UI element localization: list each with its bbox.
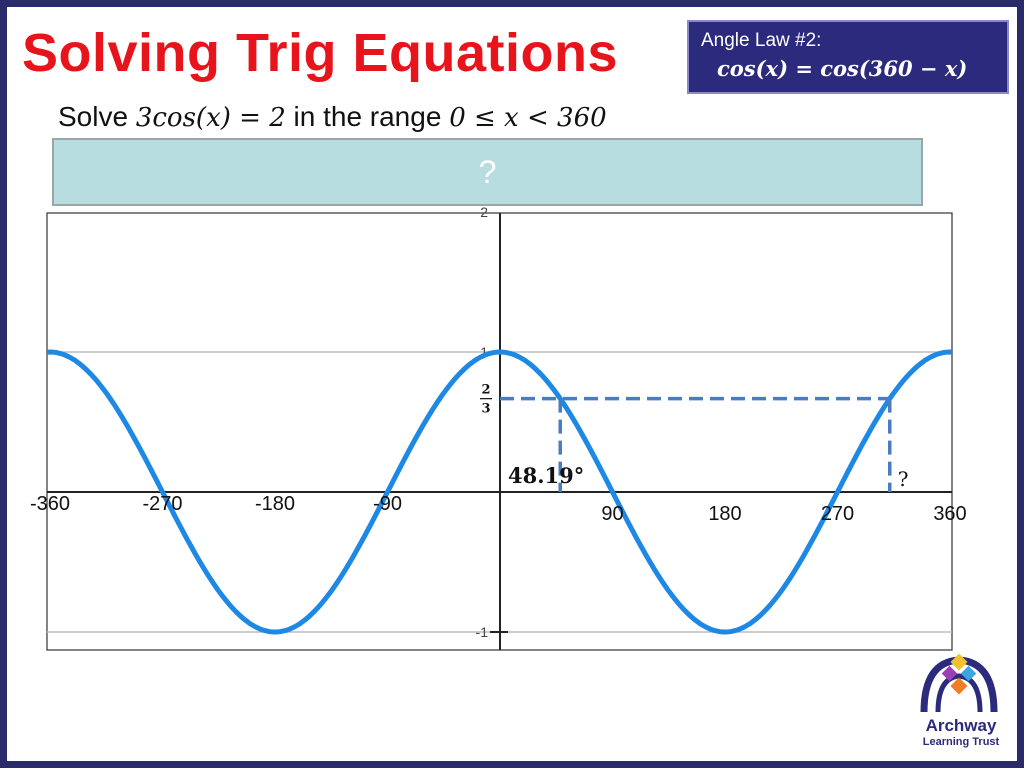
x-tick-label: -90	[373, 493, 402, 515]
solution-label: ?	[898, 467, 909, 491]
archway-logo-text: Archway Learning Trust	[906, 716, 1016, 748]
answer-placeholder: ?	[478, 154, 497, 190]
x-tick-label: 270	[821, 503, 854, 525]
solution-label: 48.19°	[508, 463, 584, 488]
answer-reveal-box[interactable]: ?	[52, 138, 923, 206]
angle-law-heading: Angle Law #2:	[701, 30, 822, 51]
question-range: 0 ≤ x < 360	[449, 103, 607, 133]
x-tick-label: 90	[601, 503, 623, 525]
guide-label-numerator: 2	[481, 383, 490, 398]
y-tick-label: -1	[476, 624, 489, 640]
y-tick-label: 2	[480, 204, 488, 220]
guide-label-denominator: 3	[481, 402, 490, 417]
question-equation: 3cos(x) = 2	[135, 103, 286, 133]
y-tick-label: 1	[480, 344, 488, 360]
logo-subtitle: Learning Trust	[922, 736, 1000, 748]
x-tick-label: -360	[30, 493, 70, 515]
logo-name: Archway	[925, 716, 997, 735]
x-tick-label: -180	[255, 493, 295, 515]
x-tick-label: 180	[708, 503, 741, 525]
slide-title: Solving Trig Equations	[22, 23, 619, 83]
x-tick-label: -270	[142, 493, 182, 515]
x-tick-label: 360	[933, 503, 966, 525]
question-middle: in the range	[285, 101, 450, 132]
angle-law-formula: cos(x) = cos(360 − x)	[717, 56, 968, 81]
cosine-curve	[47, 349, 952, 635]
question-prefix: Solve	[58, 101, 136, 132]
angle-law-box: Angle Law #2: cos(x) = cos(360 − x)	[687, 20, 1009, 94]
question-text: Solve 3cos(x) = 2 in the range 0 ≤ x < 3…	[58, 101, 607, 133]
archway-logo-icon	[920, 653, 998, 713]
